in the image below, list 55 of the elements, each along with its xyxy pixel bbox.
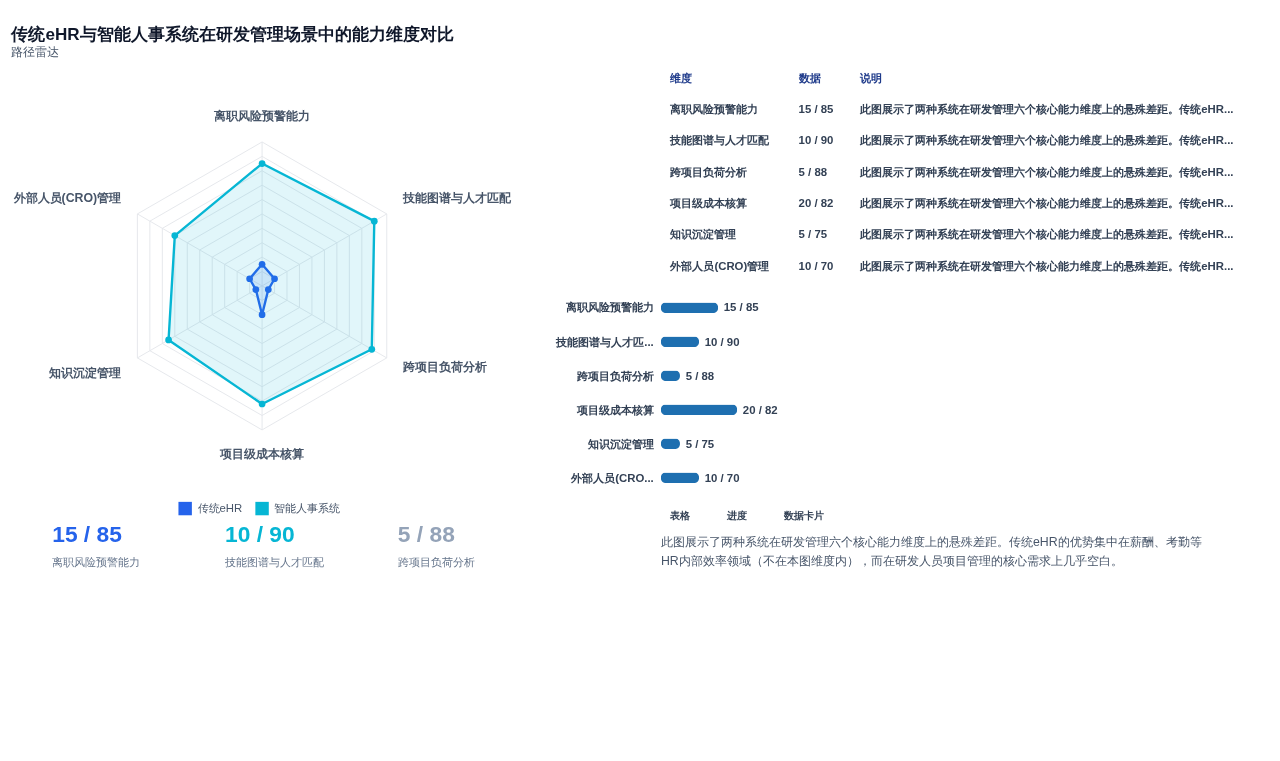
text: 10 / 90 bbox=[225, 521, 295, 548]
text: 10 / 70 bbox=[798, 259, 834, 272]
text: 知识沉淀管理 bbox=[669, 228, 737, 241]
data-label: 10 / 70 bbox=[704, 471, 740, 484]
text: 此图展示了两种系统在研发管理六个核心能力维度上的悬殊差距。传统eHR... bbox=[859, 197, 1234, 211]
text: 跨项目负荷分析 bbox=[669, 165, 748, 178]
legend-label: 传统eHR bbox=[197, 502, 243, 515]
text: 此图展示了两种系统在研发管理六个核心能力维度上的悬殊差距。传统eHR... bbox=[859, 165, 1234, 179]
text: 进度 bbox=[726, 509, 748, 521]
legend-label: 智能人事系统 bbox=[274, 502, 341, 515]
data-label: 5 / 88 bbox=[685, 369, 715, 382]
spoke-label: 离职风险预警能力 bbox=[213, 109, 311, 124]
text: 技能图谱与人才匹配 bbox=[669, 134, 771, 148]
bar bbox=[660, 404, 738, 415]
spoke-label: 技能图谱与人才匹配 bbox=[401, 190, 512, 205]
data-label: 15 / 85 bbox=[723, 301, 760, 314]
spoke-label: 知识沉淀管理 bbox=[48, 365, 122, 380]
text: 表格 bbox=[669, 509, 692, 521]
y-tick-label: 知识沉淀管理 bbox=[586, 437, 654, 450]
text: 技能图谱与人才匹配 bbox=[224, 556, 325, 569]
text: 外部人员(CRO)管理 bbox=[669, 259, 770, 273]
text: 此图展示了两种系统在研发管理六个核心能力维度上的悬殊差距。传统eHR... bbox=[859, 134, 1234, 148]
text: 5 / 75 bbox=[798, 228, 828, 241]
bar bbox=[660, 302, 719, 313]
text: 此图展示了两种系统在研发管理六个核心能力维度上的悬殊差距。传统eHR... bbox=[859, 103, 1234, 117]
text: 15 / 85 bbox=[798, 103, 835, 116]
y-tick-label: 技能图谱与人才匹... bbox=[555, 335, 654, 349]
text: 数据卡片 bbox=[783, 509, 825, 521]
spoke-label: 项目级成本核算 bbox=[219, 447, 305, 462]
y-tick-label: 外部人员(CRO... bbox=[570, 471, 654, 485]
text: 此图展示了两种系统在研发管理六个核心能力维度上的悬殊差距。传统eHR... bbox=[859, 259, 1234, 273]
text: 10 / 90 bbox=[798, 134, 834, 147]
y-tick-label: 跨项目负荷分析 bbox=[575, 369, 654, 382]
text: 跨项目负荷分析 bbox=[397, 556, 475, 569]
text: 此图展示了两种系统在研发管理六个核心能力维度上的悬殊差距。传统eHR的优势集中在薪酬、考勤等HR内部效率领域（不在本图维度内），而在研发人员项目管理的核心需求上几乎空白。 bbox=[660, 535, 1202, 569]
data-label: 5 / 75 bbox=[685, 437, 715, 450]
data-label: 10 / 90 bbox=[704, 335, 740, 348]
y-tick-label: 离职风险预警能力 bbox=[564, 301, 654, 315]
text: 数据 bbox=[797, 71, 821, 84]
data-label: 20 / 82 bbox=[742, 403, 778, 416]
y-tick-label: 项目级成本核算 bbox=[575, 403, 654, 417]
spoke-label: 跨项目负荷分析 bbox=[401, 360, 487, 375]
text: 离职风险预警能力 bbox=[52, 556, 141, 569]
text: 5 / 88 bbox=[798, 165, 828, 178]
text: 项目级成本核算 bbox=[669, 197, 748, 211]
text: 20 / 82 bbox=[798, 197, 834, 210]
text: 维度 bbox=[669, 71, 693, 84]
text: 15 / 85 bbox=[52, 521, 123, 548]
text: 离职风险预警能力 bbox=[669, 103, 759, 117]
chart-title: 传统eHR与智能人事系统在研发管理场景中的能力维度对比 bbox=[10, 25, 454, 44]
text: 说明 bbox=[859, 71, 883, 84]
text: 5 / 88 bbox=[397, 521, 455, 548]
spoke-label: 外部人员(CRO)管理 bbox=[12, 190, 122, 205]
chart-subtitle: 路径雷达 bbox=[11, 45, 60, 60]
text: 此图展示了两种系统在研发管理六个核心能力维度上的悬殊差距。传统eHR... bbox=[859, 228, 1234, 242]
